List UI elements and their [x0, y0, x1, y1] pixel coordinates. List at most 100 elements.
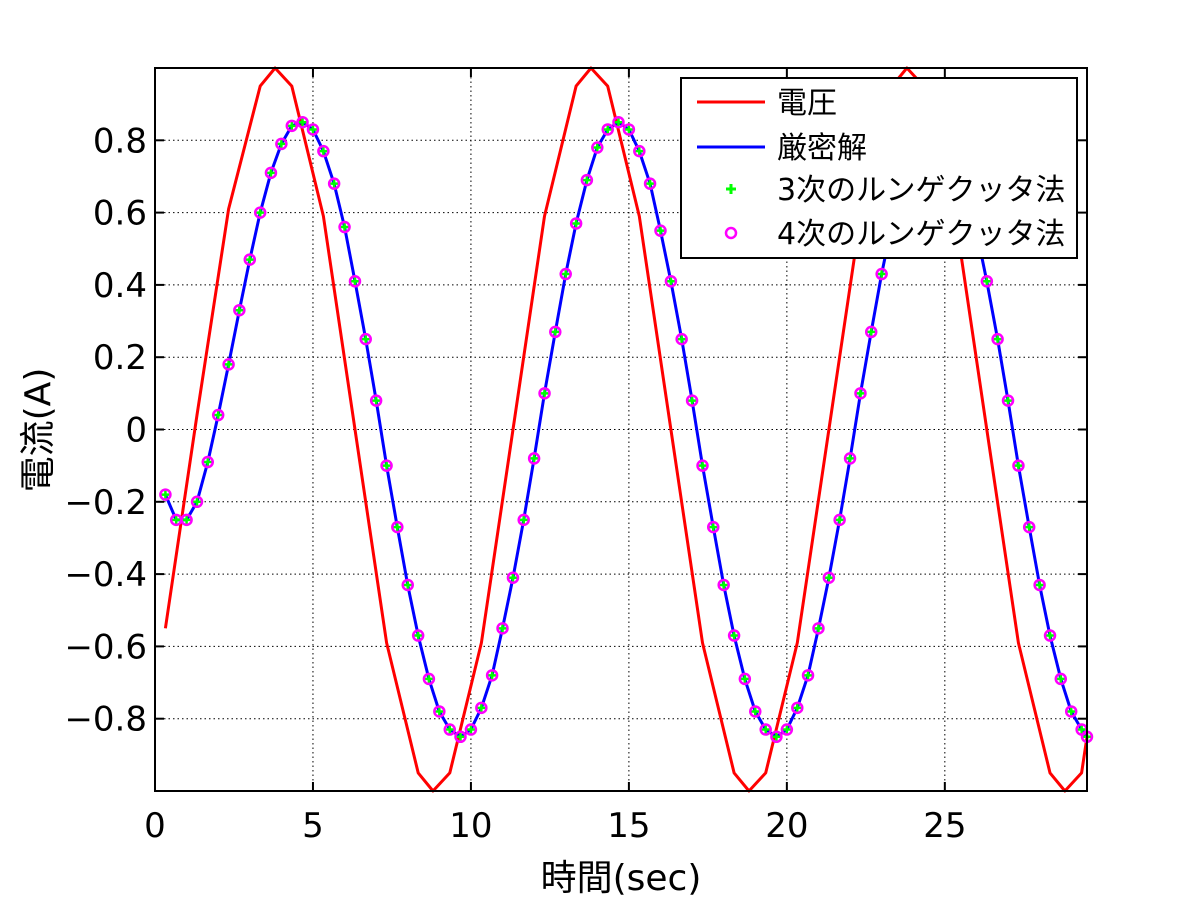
rk4-point: [338, 220, 351, 234]
rk3-point: [339, 222, 350, 233]
legend-box: [680, 77, 1078, 259]
rk4-point: [549, 325, 562, 339]
x-tick-label: 15: [607, 806, 650, 846]
legend-label-exact: 厳密解: [777, 131, 867, 166]
rk3-point: [602, 124, 613, 135]
rk3-point: [234, 305, 245, 316]
rk3-point: [255, 207, 266, 218]
x-tick-label: 5: [302, 806, 324, 846]
rk4-point: [727, 629, 741, 642]
rk3-point: [371, 395, 382, 406]
rk4-point: [559, 267, 572, 281]
rk4-point: [569, 217, 583, 230]
rk3-point: [823, 572, 834, 583]
rk4-point: [275, 137, 288, 151]
rk3-point: [634, 146, 645, 157]
rk4-point: [980, 275, 994, 288]
rk3-point: [518, 514, 529, 525]
rk4-point: [306, 123, 320, 136]
rk4-point: [780, 723, 794, 736]
rk4-point: [348, 275, 362, 288]
rk3-point: [645, 178, 656, 189]
rk3-point: [181, 514, 192, 525]
rk4-point: [812, 622, 825, 635]
rk4-point: [707, 520, 720, 534]
x-tick-labels: 0 5 10 15 20 25: [144, 806, 966, 846]
y-tick-labels: 0.8 0.6 0.4 0.2 0 −0.2 −0.4 −0.6 −0.8: [64, 121, 147, 739]
rk4-point: [770, 730, 783, 744]
rk4-point: [401, 578, 414, 592]
rk3-point: [202, 457, 213, 468]
rk3-point: [813, 623, 824, 634]
rk4-point: [843, 452, 857, 465]
rk4-point: [1064, 705, 1078, 718]
rk4-point: [654, 224, 667, 237]
rk3-point: [160, 489, 171, 500]
rk3-point: [413, 630, 424, 641]
rk3-point: [360, 334, 371, 345]
rk3-point: [655, 225, 666, 236]
rk3-point: [760, 724, 771, 735]
rk3-point: [487, 670, 498, 681]
rk3-point: [1076, 724, 1087, 735]
rk3-point: [866, 326, 877, 337]
rk4-point: [243, 253, 257, 266]
rk4-point: [517, 513, 530, 527]
rk3-point: [297, 117, 308, 128]
x-axis-label: 時間(sec): [541, 858, 702, 899]
rk3-point: [581, 175, 592, 186]
rk4-point: [327, 177, 341, 190]
y-tick-label: 0.6: [93, 194, 147, 234]
rk3-point: [213, 410, 224, 421]
rk4-point: [822, 571, 836, 584]
rk3-point: [497, 623, 508, 634]
legend-marker-rk3: [726, 184, 736, 194]
rk3-point: [529, 453, 540, 464]
rk4-point: [233, 303, 246, 317]
rk4-point: [422, 672, 436, 686]
rk4-point: [664, 275, 678, 288]
rk4-point: [791, 701, 804, 715]
rk3-point: [876, 269, 887, 280]
rk3-point: [392, 522, 403, 533]
rk3-point: [307, 124, 318, 135]
rk3-point: [697, 460, 708, 471]
rk3-point: [1066, 706, 1077, 717]
rk4-point: [612, 115, 625, 129]
rk4-point: [601, 123, 614, 136]
rk4-point: [222, 358, 235, 371]
rk4-point: [190, 495, 204, 509]
rk4-point: [391, 520, 404, 534]
rk3-point: [434, 706, 445, 717]
rk3-point: [276, 138, 287, 149]
rk4-point: [211, 408, 225, 422]
rk3-point: [507, 572, 518, 583]
rk4-point: [496, 622, 509, 635]
rk4-point: [317, 144, 330, 158]
rk3-point: [455, 731, 466, 742]
rk3-point: [718, 579, 729, 590]
legend: 電圧 厳密解 3次のルンゲクッタ法 4次のルンゲクッタ法: [680, 77, 1078, 259]
x-tick-label: 0: [144, 806, 166, 846]
rk3-point: [676, 334, 687, 345]
rk4-point: [696, 459, 709, 472]
rk3-point: [1045, 630, 1056, 641]
legend-marker-rk4: [724, 226, 738, 240]
rk3-point: [550, 326, 561, 337]
rk4-point: [485, 669, 499, 682]
rk4-point: [180, 513, 193, 527]
rk3-point: [665, 276, 676, 287]
rk3-point: [739, 673, 750, 684]
y-tick-label: −0.4: [64, 555, 147, 595]
rk4-point: [854, 387, 867, 400]
x-tick-label: 25: [923, 806, 966, 846]
axis-ticks: [154, 68, 1087, 791]
rk4-point: [580, 173, 594, 187]
rk3-point: [265, 167, 276, 178]
rk3-point: [855, 388, 866, 399]
y-tick-label: −0.2: [64, 483, 147, 523]
rk4-point: [759, 723, 772, 736]
legend-label-rk3: 3次のルンゲクッタ法: [777, 173, 1066, 208]
rk3-point: [560, 269, 571, 280]
